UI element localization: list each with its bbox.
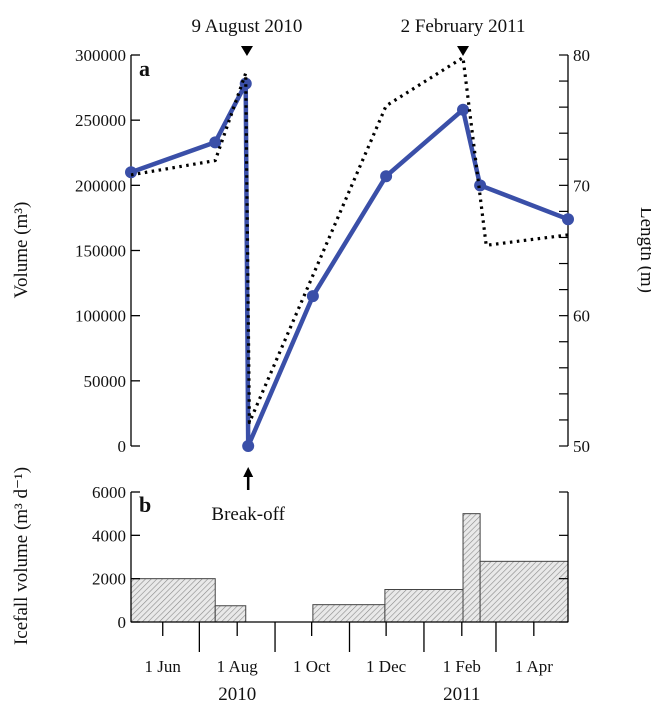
b-left-y-tick-label: 6000 [92,483,126,502]
icefall-bar [214,605,247,623]
panel-a: 0 50000 100000 150000 200000 250000 300000 50 6… [11,16,651,525]
left-y-tick-label: 250000 [75,111,126,130]
b-y-axis-label: Icefall volume (m³ d⁻¹) [11,467,32,645]
left-y-tick-label: 50000 [84,372,127,391]
x-tick-label: 1 Jun [145,657,182,676]
date-annotation: 2 February 2011 [401,16,526,37]
icefall-bar [479,560,569,623]
right-y-tick-label: 60 [573,307,590,326]
series-layer [125,56,574,452]
icefall-bar [130,578,216,623]
break-off-arrow-head [243,467,254,477]
volume-point [242,440,255,452]
x-tick-label: 1 Feb [443,657,481,676]
volume-point [380,170,393,183]
annotations-layer: 9 August 2010 2 February 2011 Break-off [192,16,526,525]
left-y-tick-label: 100000 [75,307,126,326]
left-y-tick-label: 0 [118,437,127,456]
left-y-ticks: 0 50000 100000 150000 200000 250000 300000 [75,46,140,456]
b-left-y-tick-label: 4000 [92,526,126,545]
b-left-y-ticks: 0 2000 4000 6000 [92,483,140,632]
date-marker-triangle [457,46,470,56]
left-y-axis-label: Volume (m³) [11,202,32,299]
volume-point [306,290,319,303]
volume-point [209,136,222,149]
icefall-bar [312,604,386,623]
x-tick-label: 1 Dec [366,657,407,676]
right-y-tick-label: 50 [573,437,590,456]
left-y-tick-label: 200000 [75,176,126,195]
icefall-bar [384,589,464,623]
b-left-y-tick-label: 0 [118,613,127,632]
left-y-tick-label: 150000 [75,242,126,261]
break-off-label: Break-off [211,504,285,525]
volume-point [125,166,137,179]
length-series-line [130,56,569,425]
x-tick-label: 1 Aug [217,657,259,676]
volume-point [457,103,470,116]
volume-series-line [130,81,569,449]
year-label: 2010 [218,684,256,705]
bars-layer [130,513,569,623]
x-axis-ticks: 1 Jun 1 Aug 1 Oct 1 Dec 1 Feb 1 Apr 2010 2011 [145,622,554,705]
b-right-y-ticks [559,491,568,623]
year-label: 2011 [443,684,480,705]
icefall-bar [462,513,481,623]
date-marker-triangle [240,46,253,56]
right-y-tick-label: 80 [573,46,590,65]
panel-b-label: b [139,492,151,517]
right-y-axis-label: Length (m) [636,207,651,293]
x-tick-label: 1 Oct [293,657,331,676]
volume-point [562,213,574,226]
date-annotation: 9 August 2010 [192,16,303,37]
right-y-tick-label: 70 [573,176,590,195]
right-y-ticks: 50 60 70 80 [559,46,590,456]
b-left-y-tick-label: 2000 [92,570,126,589]
panel-a-label: a [139,56,150,81]
volume-point [474,179,487,192]
left-y-tick-label: 300000 [75,46,126,65]
x-tick-label: 1 Apr [515,657,554,676]
